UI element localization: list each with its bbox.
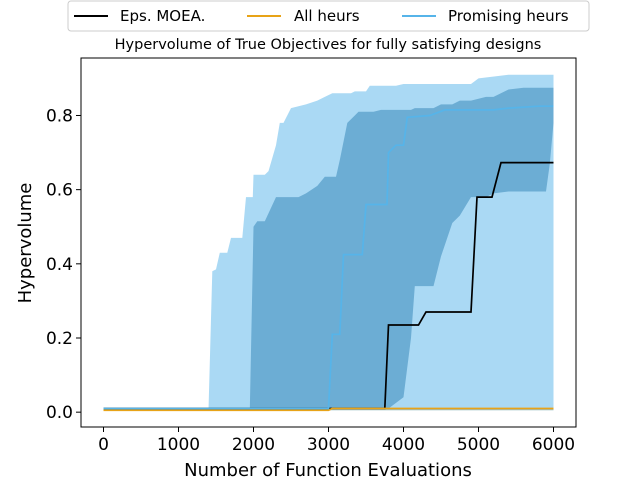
confidence-bands [103,74,554,411]
line-promising-heurs [103,105,554,410]
x-tick-label: 0 [98,435,109,455]
x-tick-label: 5000 [457,435,500,455]
x-axis-ticks: 0 1000 2000 3000 4000 5000 6000 [98,427,575,455]
legend: Eps. MOEA. All heurs Promising heurs [67,0,590,32]
legend-label-eps-moea: Eps. MOEA. [120,7,205,25]
y-tick-label: 0.4 [46,255,73,275]
legend-frame [67,0,590,32]
band-promising-heurs [103,74,554,411]
x-tick-label: 4000 [382,435,425,455]
y-tick-label: 0.0 [46,403,73,423]
x-tick-label: 6000 [532,435,575,455]
y-tick-label: 0.8 [46,106,73,126]
x-axis-label: Number of Function Evaluations [184,460,472,480]
line-eps-moea [103,161,554,410]
y-axis-label: Hypervolume [15,183,36,304]
x-tick-label: 1000 [157,435,200,455]
x-tick-label: 2000 [232,435,275,455]
line-all-heurs [103,407,554,412]
chart-title: Hypervolume of True Objectives for fully… [115,37,542,53]
legend-label-promising-heurs: Promising heurs [448,7,569,25]
y-tick-label: 0.6 [46,181,73,201]
mean-lines [103,105,554,412]
y-axis-ticks: 0.0 0.2 0.4 0.6 0.8 [46,106,81,423]
x-tick-label: 3000 [307,435,350,455]
legend-label-all-heurs: All heurs [294,7,360,25]
y-tick-label: 0.2 [46,329,73,349]
